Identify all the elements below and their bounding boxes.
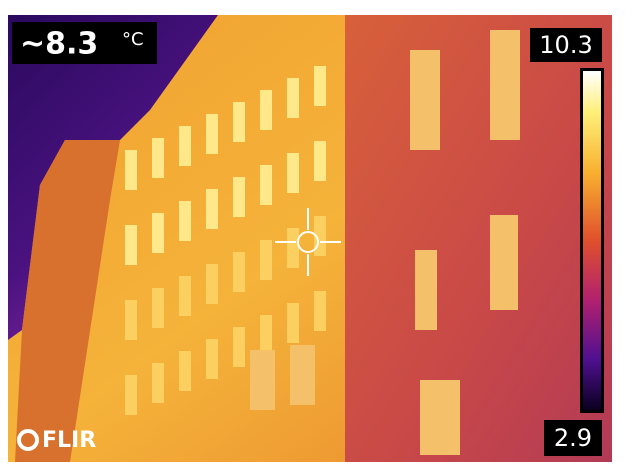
window [125,225,137,265]
window [152,213,164,253]
window [125,300,137,340]
scale-bar [583,71,601,410]
window [287,78,299,118]
window [206,189,218,229]
window [125,150,137,190]
window [206,114,218,154]
window [314,141,326,181]
window [260,165,272,205]
window [420,380,460,455]
window [260,315,272,355]
thermal-image: ~8.3 °C 10.3 2.9 FLIR [0,0,637,464]
window [415,250,437,330]
window [233,252,245,292]
window [152,288,164,328]
window [410,50,440,150]
window [125,375,137,415]
scale-max: 10.3 [539,31,592,59]
window [233,177,245,217]
window [233,102,245,142]
page: ~8.3 °C 10.3 2.9 FLIR (() => { const dat… [0,0,637,464]
window [287,228,299,268]
logo: FLIR [42,428,96,453]
window [152,363,164,403]
window [179,276,191,316]
window [287,303,299,343]
window [314,291,326,331]
window [287,153,299,193]
window [179,201,191,241]
window [260,240,272,280]
window [206,264,218,304]
scale-min: 2.9 [554,424,592,452]
window [490,30,520,140]
spot-value: ~8.3 [20,27,98,62]
window [152,138,164,178]
window [490,215,518,310]
window [314,66,326,106]
window [179,126,191,166]
window [233,327,245,367]
window [206,339,218,379]
window [260,90,272,130]
building-right [345,15,612,462]
window [179,351,191,391]
spot-unit: °C [122,29,144,50]
window [290,345,315,405]
window [250,350,275,410]
